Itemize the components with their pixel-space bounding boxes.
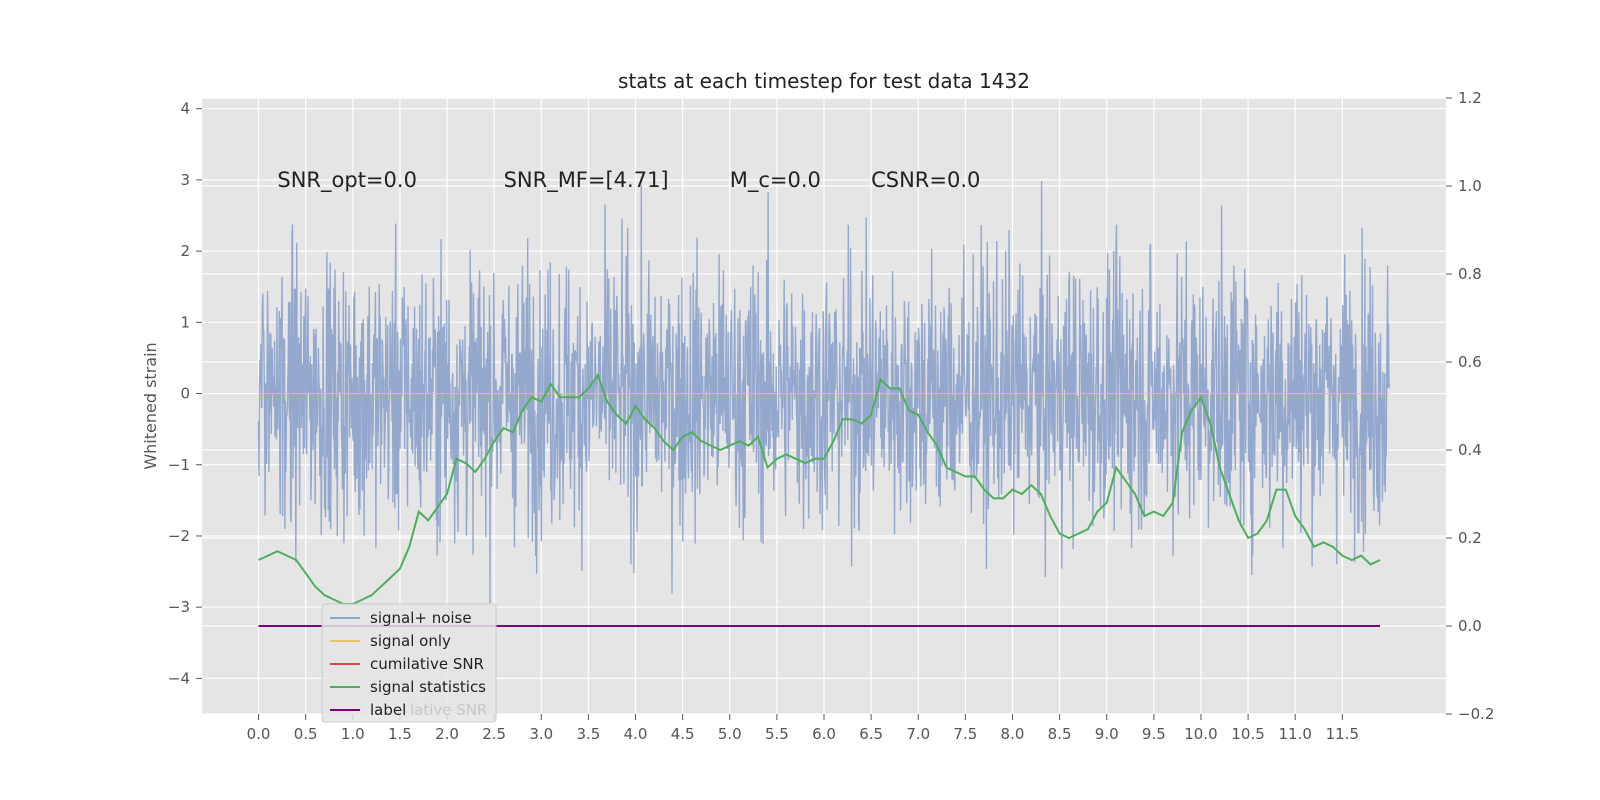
series-signal-noise-line: [257, 180, 1391, 604]
legend-box: [321, 603, 497, 723]
x-tick-label: 4.0: [624, 725, 648, 743]
x-tick-label: 10.5: [1231, 725, 1264, 743]
y2-tick-label: 0.6: [1458, 353, 1482, 371]
y-tick-label: 3: [180, 171, 190, 189]
x-tick-label: 6.0: [812, 725, 836, 743]
stat-annotation: SNR_MF=[4.71]: [504, 168, 669, 193]
axes: 4 3 2 1 0 −1 −2 −3 −4 1.2 1.0 0.8 0.6 0.4 0.2 0.0 −0.2 0.…: [168, 89, 1495, 743]
y-tick-label: −3: [168, 598, 190, 616]
y-tick-label: −4: [168, 669, 190, 687]
legend: signal+ noise signal only cumilative SNR si…: [321, 603, 497, 723]
x-tick-label: 2.0: [435, 725, 459, 743]
y-axis-title: Whitened strain: [141, 342, 160, 469]
x-tick-label: 5.5: [765, 725, 789, 743]
y2-tick-label: 0.2: [1458, 529, 1482, 547]
legend-entry: label: [370, 701, 406, 719]
x-tick-label: 11.5: [1326, 725, 1359, 743]
x-tick-label: 9.0: [1095, 725, 1119, 743]
y-tick-label: 1: [180, 313, 190, 331]
stat-annotation: SNR_opt=0.0: [277, 168, 417, 193]
x-tick-label: 8.0: [1001, 725, 1025, 743]
stat-annotation: M_c=0.0: [730, 168, 821, 193]
x-tick-label: 2.5: [482, 725, 506, 743]
x-tick-label: 0.0: [247, 725, 271, 743]
x-tick-label: 3.0: [529, 725, 553, 743]
y-tick-label: −2: [168, 527, 190, 545]
x-tick-label: 11.0: [1279, 725, 1312, 743]
y-tick-label: 2: [180, 242, 190, 260]
x-tick-label: 3.5: [576, 725, 600, 743]
y2-tick-label: 1.0: [1458, 177, 1482, 195]
y2-tick-label: 1.2: [1458, 89, 1482, 107]
x-tick-label: 10.0: [1184, 725, 1217, 743]
x-tick-label: 6.5: [859, 725, 883, 743]
y2-tick-label: −0.2: [1458, 705, 1494, 723]
legend-entry: cumilative SNR: [370, 655, 484, 673]
stat-annotation: CSNR=0.0: [871, 168, 980, 192]
x-tick-label: 0.5: [294, 725, 318, 743]
x-tick-label: 5.0: [718, 725, 742, 743]
series-signal-statistics-line: [258, 373, 1381, 605]
data-layer: [257, 180, 1391, 627]
chart-title: stats at each timestep for test data 143…: [618, 69, 1030, 93]
x-tick-label: 8.5: [1048, 725, 1072, 743]
legend-ghost-text: lative SNR: [410, 701, 487, 719]
y2-tick-label: 0.4: [1458, 441, 1482, 459]
x-tick-label: 4.5: [671, 725, 695, 743]
y2-tick-label: 0.8: [1458, 265, 1482, 283]
x-tick-label: 1.0: [341, 725, 365, 743]
x-tick-label: 1.5: [388, 725, 412, 743]
y2-tick-label: 0.0: [1458, 617, 1482, 635]
y-tick-label: −1: [168, 456, 190, 474]
legend-entry: signal statistics: [370, 678, 486, 696]
legend-entry: signal+ noise: [370, 609, 472, 627]
y-tick-label: 4: [180, 100, 190, 118]
x-tick-label: 7.5: [953, 725, 977, 743]
x-tick-label: 7.0: [906, 725, 930, 743]
legend-entry: signal only: [370, 632, 451, 650]
y-tick-label: 0: [180, 385, 190, 403]
x-tick-label: 9.5: [1142, 725, 1166, 743]
annotations: stats at each timestep for test data 143…: [141, 69, 1030, 470]
